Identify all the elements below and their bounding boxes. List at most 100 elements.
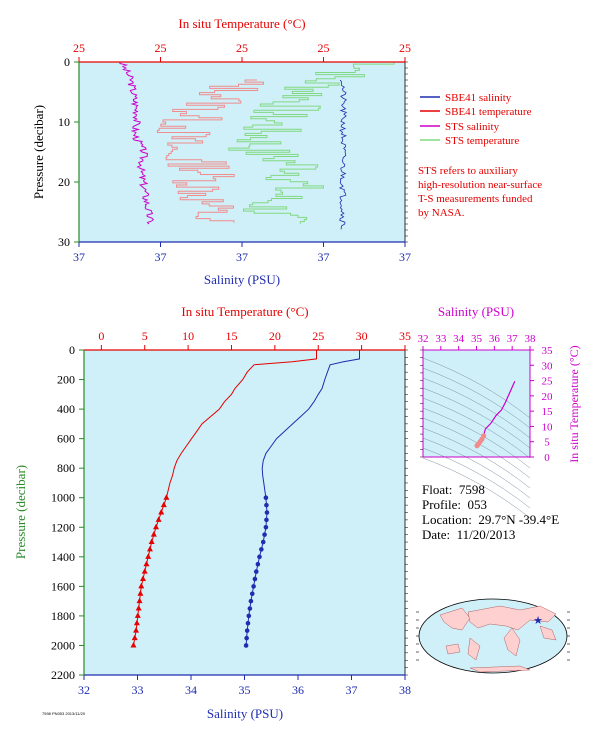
top-sal-axis-title: Salinity (PSU) (204, 272, 280, 287)
salinity-marker (263, 524, 269, 530)
main-series-group (130, 350, 360, 648)
main-sal-tick-label: 38 (399, 683, 411, 697)
sbe41-salinity-line (338, 79, 348, 230)
temperature-marker (135, 605, 142, 611)
main-temp-tick-label: 5 (142, 329, 148, 343)
sts-salinity-line (119, 61, 155, 225)
main-temp-tick-label: 0 (98, 329, 104, 343)
temperature-marker (163, 494, 170, 500)
temperature-marker (158, 509, 165, 515)
top-temp-tick-label: 25 (399, 41, 411, 55)
ts-density-contour (422, 397, 531, 459)
ts-density-contour (422, 447, 531, 509)
main-temp-tick-label: 30 (356, 329, 368, 343)
ts-sal-tick-label: 38 (525, 333, 537, 345)
map-ticks (416, 611, 570, 661)
top-temp-axis-title: In situ Temperature (°C) (178, 16, 305, 31)
top-pressure-tick-label: 30 (58, 235, 70, 249)
ts-density-contour (422, 367, 531, 429)
ts-temp-tick-label: 25 (542, 376, 554, 388)
ts-sal-tick-label: 33 (435, 333, 447, 345)
ts-sal-tick-label: 34 (453, 333, 465, 345)
map-land (439, 605, 557, 673)
main-pressure-tick-label: 0 (69, 343, 75, 357)
salinity-marker (264, 510, 270, 515)
salinity-marker (255, 561, 261, 567)
salinity-profile-line (245, 350, 360, 646)
main-pressure-tick-label: 1800 (51, 609, 75, 623)
location-row: Location: 29.7°N -39.4°E (422, 512, 559, 527)
date-value: 11/20/2013 (456, 527, 516, 542)
main-sal-tick-label: 33 (132, 683, 144, 697)
salinity-marker (253, 569, 259, 574)
top-sal-tick-label: 37 (73, 250, 85, 264)
sbe41-temperature-line (156, 79, 264, 223)
temperature-marker (155, 516, 162, 522)
note-line-2: high-resolution near-surface (418, 179, 542, 191)
main-temp-tick-label: 15 (225, 329, 237, 343)
top-sal-tick-label: 37 (236, 250, 248, 264)
ts-temp-axis-title: In situ Temperature (°C) (567, 345, 581, 462)
salinity-marker (262, 532, 267, 537)
footnote: 7598 PN053 2013/11/20 (42, 711, 86, 716)
main-pressure-tick-label: 800 (57, 461, 75, 475)
legend-label-sbe41-temperature: SBE41 temperature (445, 106, 532, 118)
ts-sal-tick-label: 35 (471, 333, 483, 345)
salinity-marker (259, 547, 264, 552)
ts-density-contour (422, 427, 531, 489)
temperature-marker (137, 590, 144, 596)
salinity-marker (264, 502, 269, 508)
salinity-marker (260, 539, 266, 545)
float-row: Float: 7598 (422, 482, 559, 497)
legend-label-sts-salinity: STS salinity (445, 121, 500, 133)
ts-density-contours (422, 357, 531, 519)
float-location-star-icon: ★ (533, 615, 543, 627)
top-temp-tick-label: 25 (318, 41, 330, 55)
main-pressure-tick-label: 600 (57, 432, 75, 446)
ts-sal-tick-label: 37 (507, 333, 519, 345)
temperature-marker (153, 523, 160, 530)
main-sal-axis-title: Salinity (PSU) (207, 706, 283, 721)
top-plot-area (79, 62, 405, 242)
salinity-marker (248, 598, 254, 604)
ts-density-contour (422, 377, 531, 439)
main-temp-axis-title: In situ Temperature (°C) (181, 304, 308, 319)
temperature-marker (139, 575, 146, 581)
main-temp-tick-label: 35 (399, 329, 411, 343)
ts-sal-axis-title: Salinity (PSU) (438, 304, 514, 319)
main-pressure-tick-label: 1200 (51, 520, 75, 534)
top-panel-ticks: 25 25 25 25 25 37 37 37 37 37 0 10 20 30 (58, 41, 411, 264)
legend-label-sbe41-salinity: SBE41 salinity (445, 92, 512, 104)
main-pressure-axis-title: Pressure (decibar) (13, 465, 28, 559)
ts-deep-marker (481, 433, 487, 439)
main-pressure-tick-label: 2200 (51, 668, 75, 682)
top-panel: 25 25 25 25 25 37 37 37 37 37 0 10 20 30 In situ Temp… (31, 16, 542, 287)
profile-label: Profile: (422, 497, 461, 512)
temperature-marker (143, 560, 150, 567)
ts-temp-tick-label: 0 (544, 452, 550, 464)
location-value: 29.7°N -39.4°E (478, 512, 560, 527)
main-sal-tick-label: 35 (239, 683, 251, 697)
main-temp-tick-label: 20 (269, 329, 281, 343)
main-panel-ticks: 0 5 10 15 20 25 30 35 32 33 34 35 36 37 38 0 200 400 600 80… (51, 329, 411, 697)
date-label: Date: (422, 527, 451, 542)
salinity-marker (249, 591, 255, 597)
salinity-marker (251, 584, 256, 589)
sts-temperature-line (228, 61, 398, 224)
main-plot-area (84, 350, 405, 675)
main-sal-tick-label: 37 (346, 683, 358, 697)
top-pressure-tick-label: 20 (58, 175, 70, 189)
ts-temp-tick-label: 5 (544, 437, 550, 449)
main-pressure-tick-label: 1600 (51, 579, 75, 593)
ts-panel-ticks: 32 33 34 35 36 37 38 0 5 10 15 20 25 30 35 (418, 333, 554, 464)
ts-temp-tick-label: 20 (542, 391, 554, 403)
salinity-marker (257, 554, 262, 560)
salinity-marker (264, 517, 269, 523)
main-pressure-tick-label: 2000 (51, 638, 75, 652)
ts-density-contour (422, 437, 531, 499)
temperature-marker (136, 597, 143, 604)
profile-row: Profile: 053 (422, 497, 559, 512)
salinity-marker (243, 643, 249, 648)
profile-value: 053 (467, 497, 488, 512)
